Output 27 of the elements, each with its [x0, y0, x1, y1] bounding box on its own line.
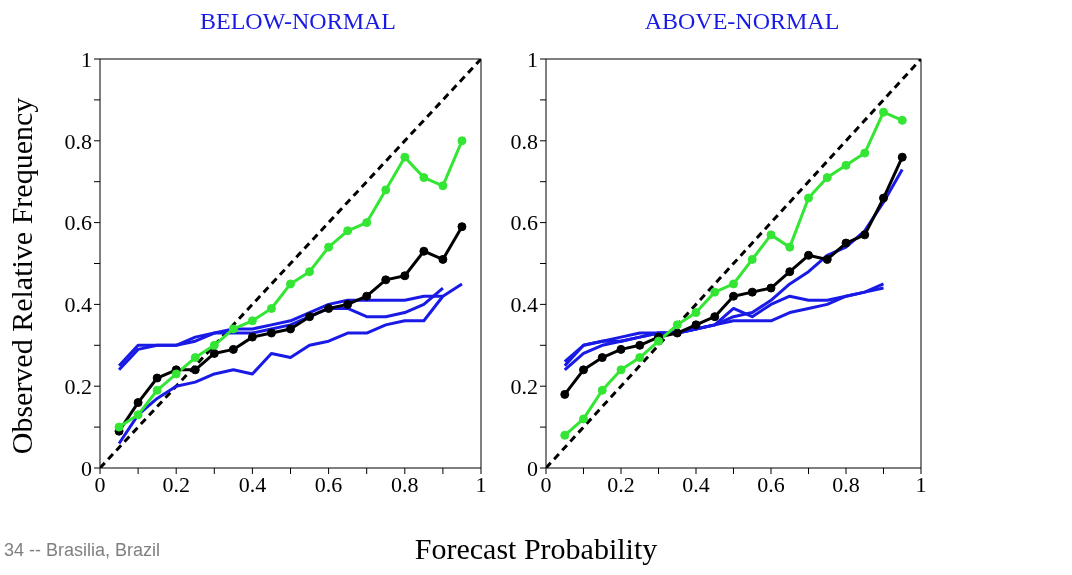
y-tick-label: 0.8 — [510, 128, 538, 154]
x-axis-title: Forecast Probability — [414, 532, 658, 565]
y-tick-label: 0 — [81, 455, 92, 481]
y-tick-label: 0.4 — [510, 292, 538, 318]
x-tick-label: 0.6 — [314, 471, 343, 497]
y-tick-label: 0.6 — [64, 210, 92, 236]
y-tick-label: 0.6 — [510, 210, 538, 236]
x-tick-label: 0.2 — [607, 471, 635, 497]
y-tick-label: 1 — [527, 46, 538, 72]
y-tick-label: 0.8 — [64, 128, 92, 154]
y-tick-label: 0.2 — [510, 374, 538, 400]
text: 34 -- Brasilia, Brazil — [4, 540, 161, 561]
x-tick-label: 0.6 — [757, 471, 785, 497]
y-tick-label: 0.4 — [64, 292, 92, 318]
y-tick-label: 1 — [81, 46, 92, 72]
x-tick-label: 1 — [475, 471, 487, 497]
x-tick-label: 0.4 — [238, 471, 267, 497]
x-tick-label: 0.2 — [162, 471, 190, 497]
y-axis-title: Observed Relative Frequency — [5, 97, 39, 455]
x-tick-label: 0.4 — [682, 471, 710, 497]
chart-title: BELOW-NORMAL — [199, 8, 397, 35]
y-tick-label: 0.2 — [64, 374, 92, 400]
x-tick-label: 0.8 — [391, 471, 419, 497]
y-tick-label: 0 — [527, 455, 538, 481]
x-tick-label: 1 — [915, 471, 927, 497]
x-tick-label: 0.8 — [832, 471, 860, 497]
chart-title: ABOVE-NORMAL — [643, 8, 841, 35]
